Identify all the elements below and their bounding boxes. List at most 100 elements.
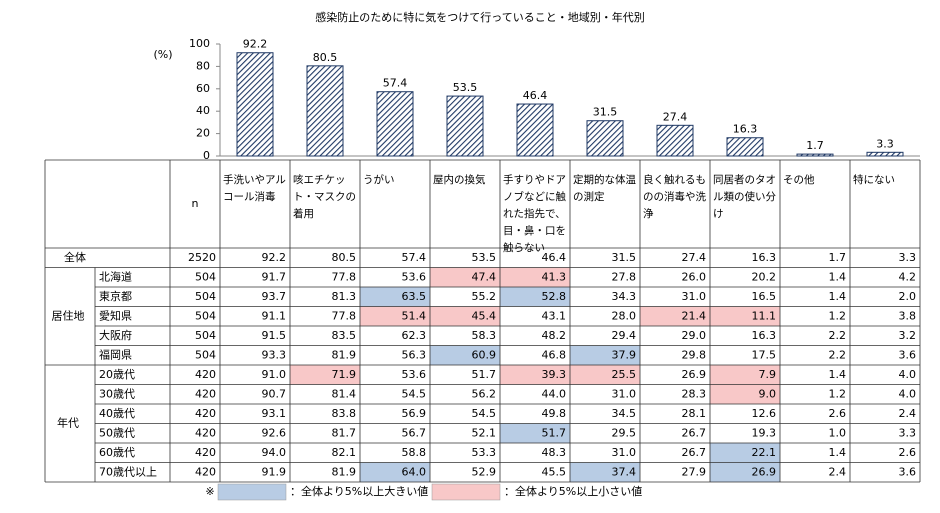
column-header: 咳エチケット・マスクの着用: [293, 174, 356, 220]
column-header: 良く触れるものの消毒や洗浄: [643, 174, 706, 220]
table-value: 64.0: [402, 465, 427, 478]
table-value: 12.6: [752, 407, 777, 420]
bar: [726, 137, 764, 157]
table-value: 41.3: [542, 270, 567, 283]
highlight-below: [640, 306, 710, 326]
bar: [306, 65, 344, 157]
table-value: 58.8: [402, 446, 427, 459]
table-value: 22.1: [752, 446, 777, 459]
legend-swatch: [431, 483, 501, 501]
highlight-below: [710, 365, 780, 385]
row-label: 全体: [64, 250, 86, 264]
table-value: 53.3: [472, 446, 497, 459]
table-value: 4.0: [899, 368, 917, 381]
n-value: 504: [195, 348, 216, 361]
table-value: 1.2: [829, 309, 847, 322]
table-value: 26.9: [752, 465, 777, 478]
bar: [796, 153, 834, 157]
table-value: 93.3: [262, 348, 287, 361]
table-value: 54.5: [472, 407, 497, 420]
legend-swatch: [217, 483, 287, 501]
table-value: 94.0: [262, 446, 287, 459]
table-value: 26.7: [682, 446, 707, 459]
table-value: 27.4: [682, 251, 707, 264]
table-value: 28.0: [612, 309, 637, 322]
bar: [376, 91, 414, 157]
table-value: 1.4: [829, 270, 847, 283]
n-value: 420: [195, 465, 216, 478]
table-value: 20.2: [752, 270, 777, 283]
table-value: 37.4: [612, 465, 637, 478]
y-tick-label: 80: [196, 59, 210, 72]
table-value: 52.9: [472, 465, 497, 478]
table-value: 56.3: [402, 348, 427, 361]
value-label: 46.4: [523, 89, 548, 102]
note-mark: ※: [205, 485, 214, 498]
table-value: 81.3: [332, 290, 357, 303]
n-value: 504: [195, 329, 216, 342]
table-value: 21.4: [682, 309, 707, 322]
table-value: 81.7: [332, 426, 357, 439]
highlight-below: [360, 306, 430, 326]
table-value: 56.7: [402, 426, 427, 439]
table-value: 1.7: [829, 251, 847, 264]
table-value: 81.4: [332, 387, 357, 400]
column-header: うがい: [363, 174, 395, 186]
table-value: 29.0: [682, 329, 707, 342]
table-value: 46.4: [542, 251, 567, 264]
column-header: 屋内の換気: [433, 174, 486, 186]
table-value: 58.3: [472, 329, 497, 342]
table-value: 63.5: [402, 290, 427, 303]
row-label: 40歳代: [99, 407, 135, 420]
bar: [656, 124, 694, 157]
table-value: 27.8: [612, 270, 637, 283]
table-value: 26.9: [682, 368, 707, 381]
y-tick-label: 20: [196, 127, 210, 140]
table-value: 2.4: [829, 465, 847, 478]
n-value: 420: [195, 368, 216, 381]
column-header: 同居者のタオル類の使い分け: [713, 174, 776, 220]
table-value: 91.1: [262, 309, 287, 322]
bar: [866, 151, 904, 157]
table-value: 2.6: [829, 407, 847, 420]
value-label: 80.5: [313, 51, 338, 64]
table-value: 53.6: [402, 270, 427, 283]
table-value: 39.3: [542, 368, 567, 381]
highlight-above: [570, 345, 640, 365]
table-value: 82.1: [332, 446, 357, 459]
table-value: 31.0: [612, 387, 637, 400]
table-value: 81.9: [332, 465, 357, 478]
table-value: 90.7: [262, 387, 287, 400]
value-label: 92.2: [243, 38, 268, 51]
y-tick-label: 100: [189, 37, 210, 50]
value-label: 1.7: [806, 139, 824, 152]
table-value: 54.5: [402, 387, 427, 400]
table-value: 3.3: [899, 251, 917, 264]
value-label: 53.5: [453, 81, 478, 94]
table-value: 55.2: [472, 290, 497, 303]
value-label: 57.4: [383, 77, 408, 90]
highlight-below: [290, 365, 360, 385]
highlight-below: [500, 267, 570, 287]
table-value: 92.2: [262, 251, 287, 264]
value-label: 3.3: [876, 137, 894, 150]
table-value: 47.4: [472, 270, 497, 283]
column-header: その他: [783, 174, 815, 186]
n-value: 420: [195, 426, 216, 439]
table-value: 26.0: [682, 270, 707, 283]
column-header: 定期的な体温の測定: [573, 174, 636, 203]
table-value: 56.9: [402, 407, 427, 420]
n-value: 504: [195, 290, 216, 303]
table-value: 48.2: [542, 329, 567, 342]
table-value: 2.4: [899, 407, 917, 420]
table-value: 29.5: [612, 426, 637, 439]
table-value: 17.5: [752, 348, 777, 361]
highlight-above: [360, 462, 430, 482]
table-value: 56.2: [472, 387, 497, 400]
table-value: 28.3: [682, 387, 707, 400]
table-value: 7.9: [759, 368, 777, 381]
table-value: 25.5: [612, 368, 637, 381]
table-value: 52.8: [542, 290, 567, 303]
table-value: 2.0: [899, 290, 917, 303]
